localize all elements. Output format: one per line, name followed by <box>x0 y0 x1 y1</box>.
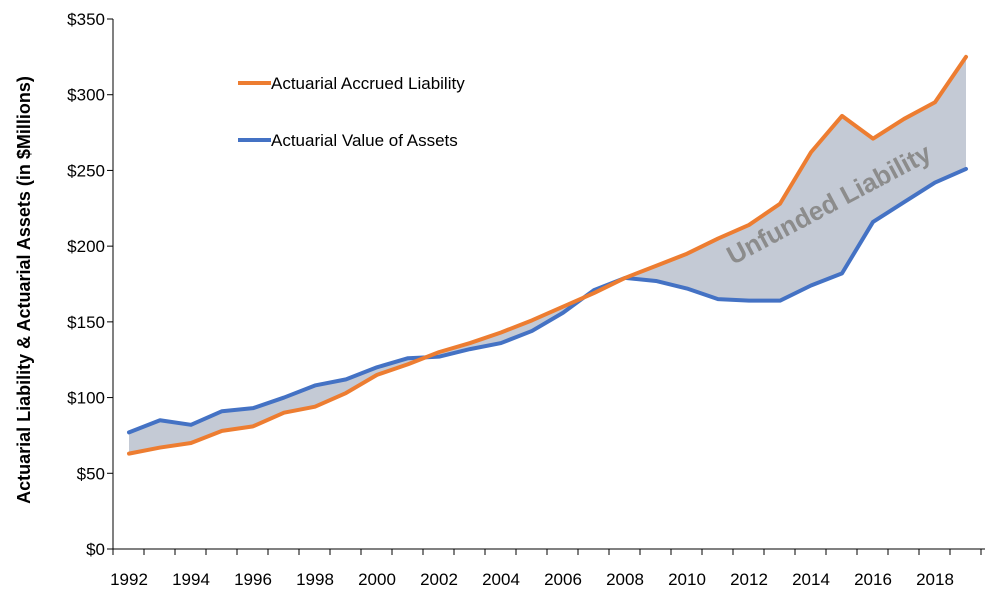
series-line-liability <box>127 54 968 456</box>
y-ticks: $0 $50 $100 $150 $200 $250 $300 $350 <box>67 10 113 559</box>
y-tick-label: $300 <box>67 86 105 105</box>
x-tick-label: 2004 <box>482 570 520 589</box>
legend-label-assets: Actuarial Value of Assets <box>271 131 458 150</box>
axes <box>112 19 985 550</box>
y-tick-label: $100 <box>67 389 105 408</box>
y-tick-label: $0 <box>86 540 105 559</box>
series-lines <box>127 54 968 456</box>
x-tick-label: 2002 <box>420 570 458 589</box>
y-tick-label: $50 <box>77 464 105 483</box>
series-line-assets <box>127 166 968 435</box>
x-tick-label: 2008 <box>606 570 644 589</box>
x-tick-label: 2014 <box>792 570 830 589</box>
unfunded-liability-area <box>129 56 966 454</box>
y-tick-label: $150 <box>67 313 105 332</box>
x-ticks: 1992 1994 1996 1998 2000 2002 2004 2006 2008 2010… <box>110 549 982 589</box>
x-tick-label: 1996 <box>234 570 272 589</box>
x-tick-label: 1998 <box>296 570 334 589</box>
x-tick-label: 1994 <box>172 570 210 589</box>
x-tick-label: 1992 <box>110 570 148 589</box>
y-tick-label: $350 <box>67 10 105 29</box>
unfunded-liability-area-group <box>129 56 966 454</box>
x-tick-label: 2016 <box>854 570 892 589</box>
x-tick-label: 2010 <box>668 570 706 589</box>
x-tick-label: 2000 <box>358 570 396 589</box>
x-tick-label: 2012 <box>730 570 768 589</box>
x-tick-label: 2018 <box>916 570 954 589</box>
x-tick-label: 2006 <box>544 570 582 589</box>
y-axis-label: Actuarial Liability & Actuarial Assets (… <box>14 76 34 504</box>
y-tick-label: $200 <box>67 237 105 256</box>
y-tick-label: $250 <box>67 161 105 180</box>
legend-label-liability: Actuarial Accrued Liability <box>271 74 465 93</box>
legend: Actuarial Accrued Liability Actuarial Va… <box>238 74 465 150</box>
